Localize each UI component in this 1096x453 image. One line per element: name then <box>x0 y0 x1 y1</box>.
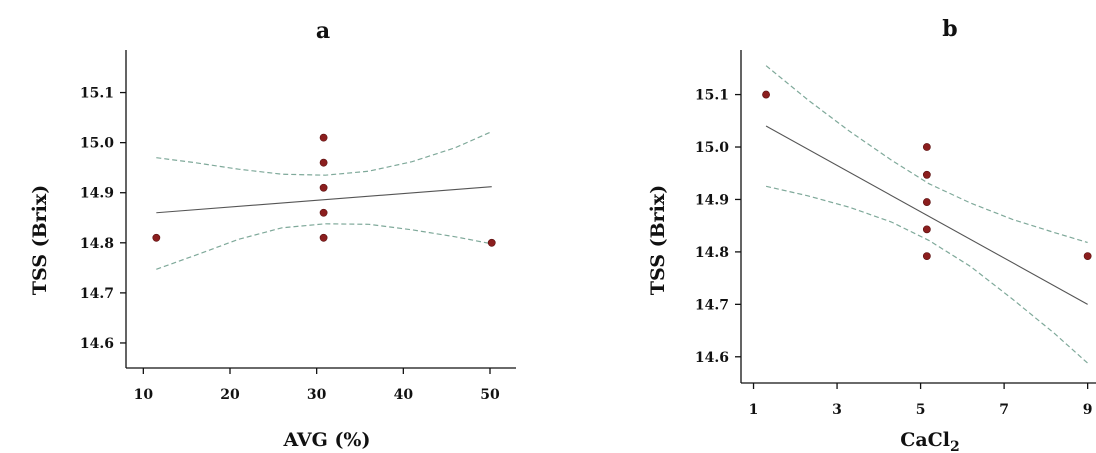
panel-label-b: b <box>942 16 957 42</box>
y-tick-label-a: 14.8 <box>80 236 114 252</box>
x-tick-label-b: 3 <box>832 402 842 418</box>
x-tick-label-b: 7 <box>999 402 1009 418</box>
y-tick-label-b: 15.0 <box>695 140 729 156</box>
y-axis-label-a: TSS (Brix) <box>29 185 51 295</box>
y-tick-label-a: 14.7 <box>80 286 114 302</box>
data-point-a <box>319 233 328 242</box>
x-tick-label-b: 5 <box>916 402 926 418</box>
y-tick-label-b: 14.6 <box>695 350 729 366</box>
data-point-b <box>762 90 770 99</box>
data-point-b <box>1083 252 1092 260</box>
fit-line-a <box>156 186 492 214</box>
y-tick-label-b: 14.9 <box>695 192 729 208</box>
data-point-a <box>487 238 496 247</box>
chart-panel-b: 14.6 14.7 14.8 14.9 15.0 15.1 1 3 5 7 9 b CaCl2 TSS (… <box>647 16 1096 453</box>
y-tick-label-b: 15.1 <box>695 88 729 104</box>
x-tick-label-a: 10 <box>134 387 154 403</box>
data-point-a <box>319 208 328 217</box>
y-tick-label-b: 14.7 <box>695 297 729 313</box>
panel-label-a: a <box>316 18 330 44</box>
x-tick-label-a: 40 <box>394 387 414 403</box>
x-axis-label-b: CaCl2 <box>900 429 960 453</box>
x-tick-label-a: 50 <box>480 387 500 403</box>
data-point-a <box>152 233 161 242</box>
fit-line-b <box>765 125 1088 305</box>
x-tick-label-a: 20 <box>220 387 240 403</box>
chart-panel-a: 14.6 14.7 14.8 14.9 15.0 15.1 10 20 30 40 50 a AVG (… <box>29 18 516 451</box>
data-point-b <box>922 170 931 179</box>
y-tick-label-a: 15.0 <box>80 136 114 152</box>
x-tick-label-b: 1 <box>749 402 759 418</box>
y-tick-label-b: 14.8 <box>695 245 729 261</box>
data-point-a <box>319 133 328 142</box>
data-point-a <box>319 158 328 167</box>
data-point-a <box>319 183 328 192</box>
data-point-b <box>922 143 931 151</box>
y-tick-label-a: 14.9 <box>80 186 114 202</box>
x-axis-label-subscript-b: 2 <box>950 439 960 453</box>
y-tick-label-a: 15.1 <box>80 86 114 102</box>
data-point-b <box>922 198 931 206</box>
ci-lower-band-b <box>765 185 1089 364</box>
ci-upper-band-b <box>765 65 1088 244</box>
data-point-b <box>922 252 931 260</box>
x-tick-label-b: 9 <box>1083 402 1093 418</box>
data-point-b <box>922 225 931 234</box>
ci-upper-band-a <box>156 131 492 176</box>
y-axis-label-b: TSS (Brix) <box>647 185 669 295</box>
x-tick-label-a: 30 <box>307 387 327 403</box>
y-tick-label-a: 14.6 <box>80 336 114 352</box>
ci-lower-band-a <box>156 223 492 270</box>
x-axis-label-a: AVG (%) <box>283 429 371 451</box>
